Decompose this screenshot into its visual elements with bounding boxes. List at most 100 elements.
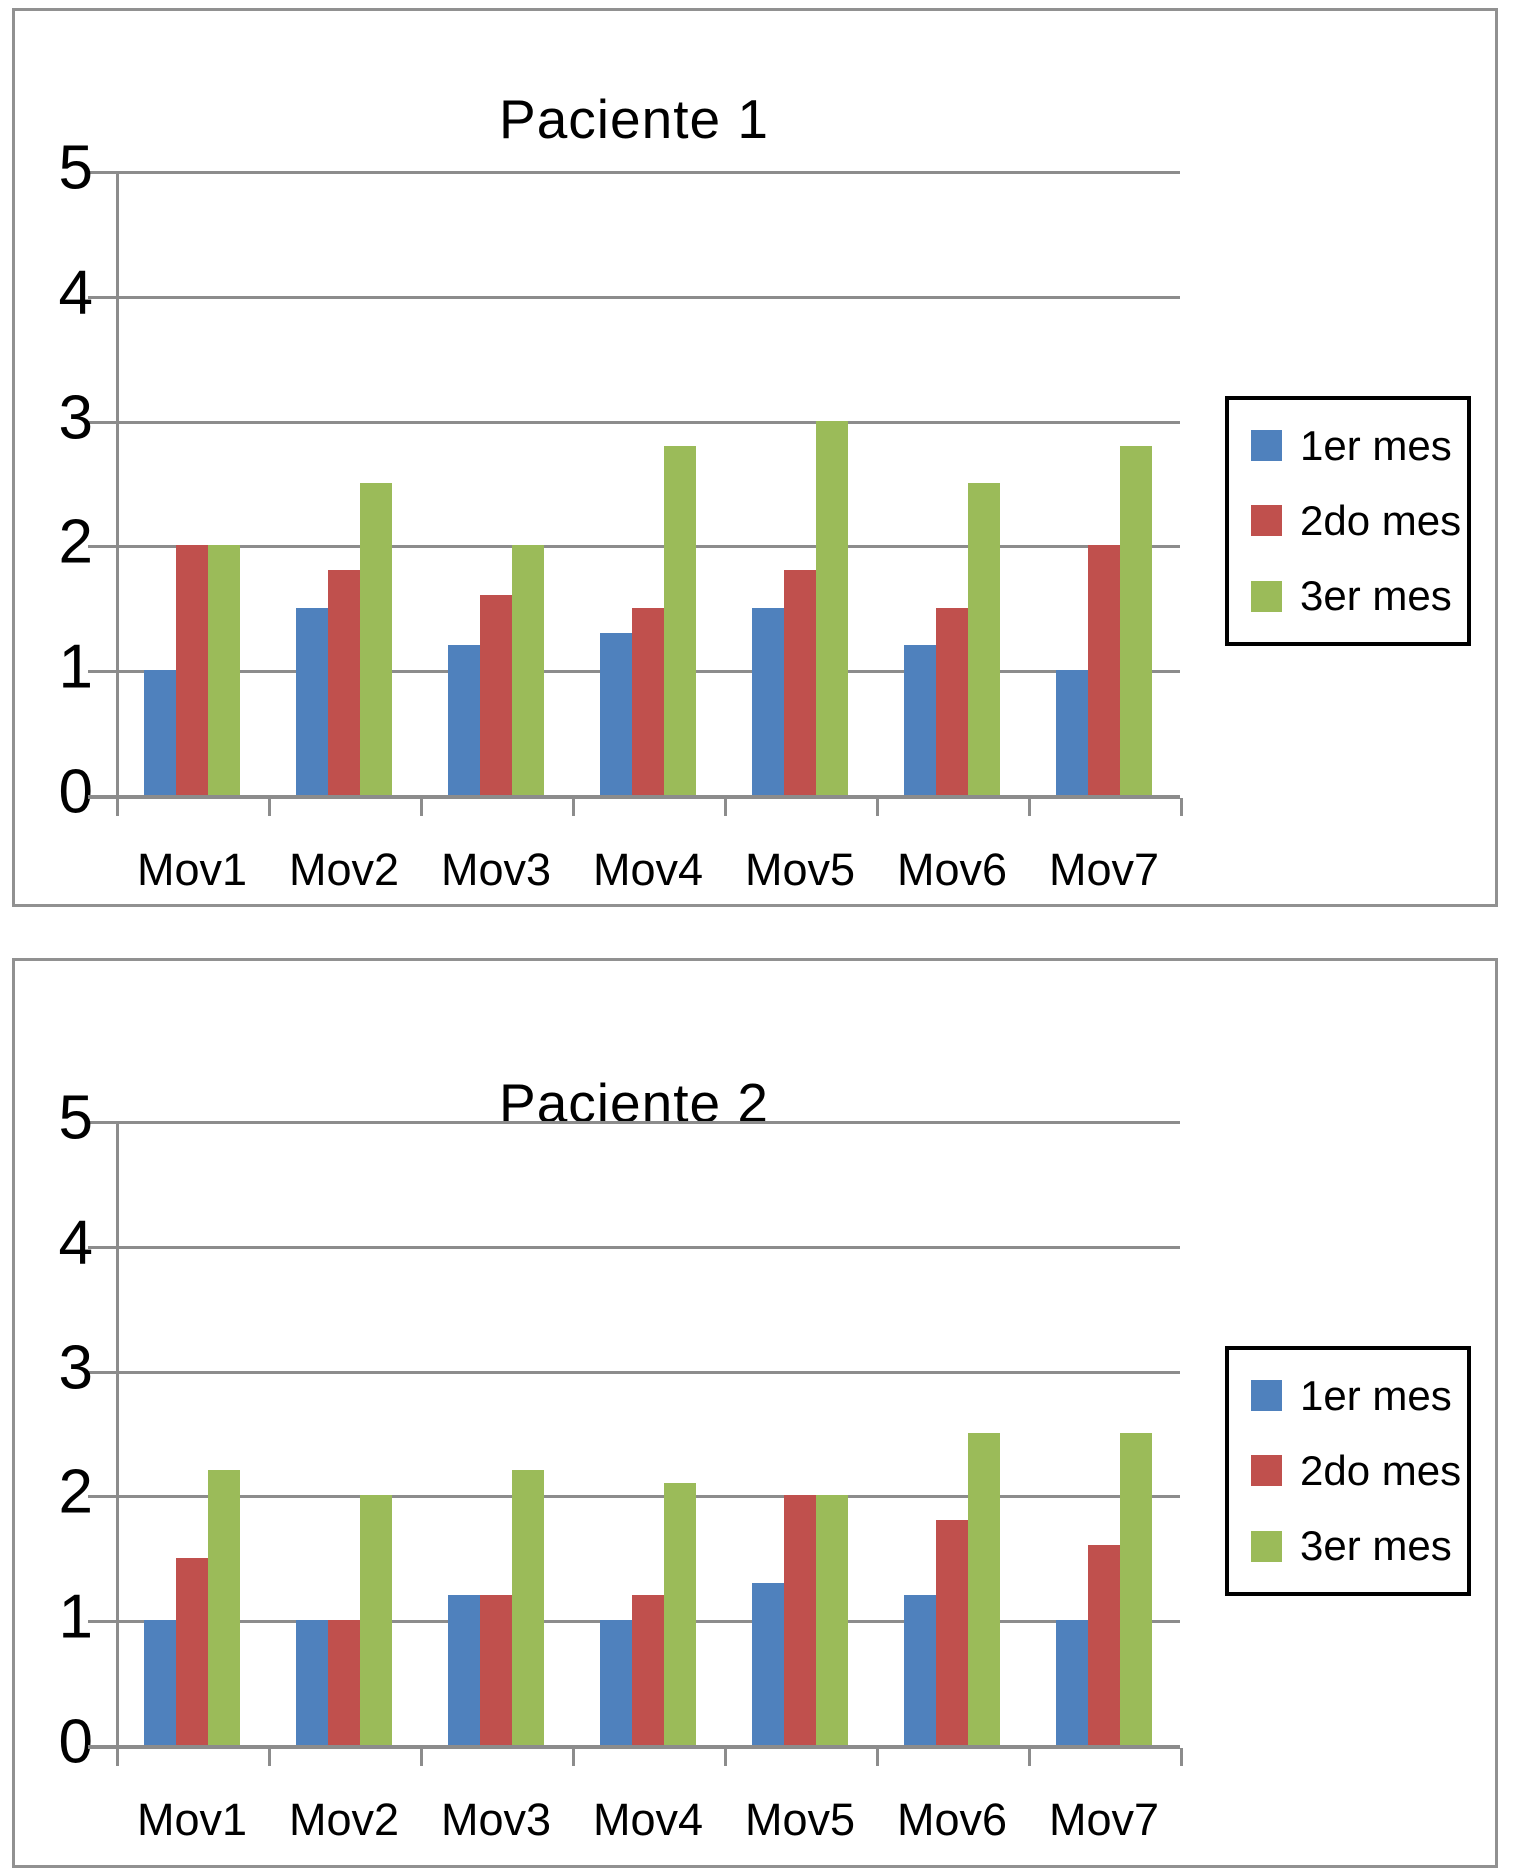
paciente-1-title: Paciente 1 bbox=[499, 87, 769, 150]
bar-mov1-3er-mes bbox=[208, 1470, 240, 1745]
x-axis-label-mov1: Mov1 bbox=[136, 844, 248, 895]
bar-mov7-3er-mes bbox=[1120, 1433, 1152, 1745]
bar-mov3-3er-mes bbox=[512, 545, 544, 795]
legend-label: 1er mes bbox=[1300, 421, 1452, 469]
legend-label: 3er mes bbox=[1300, 1522, 1452, 1570]
bar-mov1-1er-mes bbox=[144, 670, 176, 795]
x-axis-tick-3 bbox=[572, 1748, 575, 1766]
x-axis-tick-6 bbox=[1028, 1748, 1031, 1766]
legend-label: 3er mes bbox=[1300, 572, 1452, 620]
bar-mov5-3er-mes bbox=[816, 420, 848, 795]
x-axis-label-mov7: Mov7 bbox=[1048, 844, 1160, 895]
x-axis-line bbox=[88, 1745, 1180, 1749]
bar-mov3-1er-mes bbox=[448, 645, 480, 795]
paciente-1-chart: 0 1 2 3 4 5 Mov1 Mov2 Mov3 Mov4 Mov5 Mov6 Mov7 1er me… bbox=[15, 11, 1495, 904]
legend-item-1er-mes: 1er mes bbox=[1251, 1372, 1467, 1420]
x-axis-label-mov4: Mov4 bbox=[592, 1794, 704, 1845]
bar-mov4-3er-mes bbox=[664, 445, 696, 795]
gridline-y5 bbox=[88, 1121, 1180, 1124]
legend-swatch-1er-mes bbox=[1251, 430, 1282, 462]
x-axis-label-mov3: Mov3 bbox=[440, 844, 552, 895]
bar-mov3-1er-mes bbox=[448, 1595, 480, 1745]
x-axis-tick-2 bbox=[420, 798, 423, 816]
y-axis-label-4: 4 bbox=[58, 258, 93, 328]
x-axis-line bbox=[88, 795, 1180, 799]
bar-mov4-2do-mes bbox=[632, 607, 664, 795]
paciente-2-chart: 0 1 2 3 4 5 Mov1 Mov2 Mov3 Mov4 Mov5 Mov6 Mov7 1er me… bbox=[15, 961, 1495, 1865]
legend-item-2do-mes: 2do mes bbox=[1251, 497, 1467, 545]
y-axis-line bbox=[116, 1121, 119, 1745]
x-axis-tick-7 bbox=[1180, 798, 1183, 816]
y-axis-label-2: 2 bbox=[58, 1458, 93, 1528]
x-axis-tick-1 bbox=[268, 1748, 271, 1766]
gridline-y5 bbox=[88, 171, 1180, 174]
legend-swatch-2do-mes bbox=[1251, 505, 1282, 537]
gridline-y2 bbox=[88, 1495, 1180, 1499]
y-axis-line bbox=[116, 171, 119, 795]
bar-mov2-2do-mes bbox=[328, 1620, 360, 1745]
legend: 1er mes 2do mes 3er mes bbox=[1225, 1346, 1471, 1596]
legend-swatch-1er-mes bbox=[1251, 1380, 1282, 1412]
x-axis-tick-6 bbox=[1028, 798, 1031, 816]
legend-item-3er-mes: 3er mes bbox=[1251, 1522, 1467, 1570]
bar-mov4-1er-mes bbox=[600, 1620, 632, 1745]
bar-mov2-2do-mes bbox=[328, 570, 360, 795]
x-axis-label-mov7: Mov7 bbox=[1048, 1794, 1160, 1845]
y-axis-label-5: 5 bbox=[58, 133, 93, 203]
paciente-1-panel: Paciente 1 0 1 2 3 4 5 Mov1 Mov2 Mov3 Mov4 Mov5 Mov… bbox=[12, 8, 1498, 907]
bar-mov7-3er-mes bbox=[1120, 445, 1152, 795]
x-axis-label-mov2: Mov2 bbox=[288, 844, 400, 895]
x-axis-label-mov2: Mov2 bbox=[288, 1794, 400, 1845]
y-axis-label-1: 1 bbox=[58, 632, 93, 702]
legend-swatch-2do-mes bbox=[1251, 1455, 1282, 1487]
x-axis-tick-2 bbox=[420, 1748, 423, 1766]
legend-swatch-3er-mes bbox=[1251, 1530, 1282, 1562]
bar-mov2-3er-mes bbox=[360, 1495, 392, 1745]
bar-mov1-2do-mes bbox=[176, 1557, 208, 1745]
x-axis-tick-4 bbox=[724, 798, 727, 816]
bar-mov6-1er-mes bbox=[904, 645, 936, 795]
x-axis-tick-1 bbox=[268, 798, 271, 816]
bar-mov6-1er-mes bbox=[904, 1595, 936, 1745]
x-axis-label-mov6: Mov6 bbox=[896, 844, 1008, 895]
x-axis-label-mov6: Mov6 bbox=[896, 1794, 1008, 1845]
gridline-y4 bbox=[88, 295, 1180, 299]
bar-mov7-1er-mes bbox=[1056, 1620, 1088, 1745]
x-axis-tick-5 bbox=[876, 798, 879, 816]
legend-swatch-3er-mes bbox=[1251, 580, 1282, 612]
bar-mov3-3er-mes bbox=[512, 1470, 544, 1745]
y-axis-label-3: 3 bbox=[58, 383, 93, 453]
gridline-y3 bbox=[88, 1370, 1180, 1374]
legend-item-1er-mes: 1er mes bbox=[1251, 422, 1467, 470]
legend-label: 2do mes bbox=[1300, 1446, 1462, 1494]
bar-mov5-1er-mes bbox=[752, 607, 784, 795]
x-axis-label-mov3: Mov3 bbox=[440, 1794, 552, 1845]
y-axis-label-1: 1 bbox=[58, 1582, 93, 1652]
x-axis-tick-0 bbox=[116, 1748, 119, 1766]
bar-mov3-2do-mes bbox=[480, 1595, 512, 1745]
bar-mov7-1er-mes bbox=[1056, 670, 1088, 795]
gridline-y4 bbox=[88, 1245, 1180, 1249]
paciente-2-panel: Paciente 2 0 1 2 3 4 5 Mov1 Mov2 Mov3 Mov4 Mov5 Mov… bbox=[12, 958, 1498, 1868]
bar-mov6-3er-mes bbox=[968, 1433, 1000, 1745]
x-axis-tick-7 bbox=[1180, 1748, 1183, 1766]
x-axis-tick-0 bbox=[116, 798, 119, 816]
legend-label: 1er mes bbox=[1300, 1371, 1452, 1419]
x-axis-label-mov5: Mov5 bbox=[744, 1794, 856, 1845]
y-axis-label-5: 5 bbox=[58, 1083, 93, 1153]
bar-mov5-1er-mes bbox=[752, 1582, 784, 1745]
x-axis-label-mov1: Mov1 bbox=[136, 1794, 248, 1845]
bar-mov2-3er-mes bbox=[360, 483, 392, 795]
bar-mov6-2do-mes bbox=[936, 1520, 968, 1745]
x-axis-tick-5 bbox=[876, 1748, 879, 1766]
bar-mov2-1er-mes bbox=[296, 1620, 328, 1745]
bar-mov4-2do-mes bbox=[632, 1595, 664, 1745]
bar-mov6-2do-mes bbox=[936, 607, 968, 795]
bar-mov7-2do-mes bbox=[1088, 545, 1120, 795]
x-axis-tick-4 bbox=[724, 1748, 727, 1766]
y-axis-label-4: 4 bbox=[58, 1208, 93, 1278]
bar-mov3-2do-mes bbox=[480, 595, 512, 795]
legend-item-3er-mes: 3er mes bbox=[1251, 572, 1467, 620]
bar-mov1-1er-mes bbox=[144, 1620, 176, 1745]
